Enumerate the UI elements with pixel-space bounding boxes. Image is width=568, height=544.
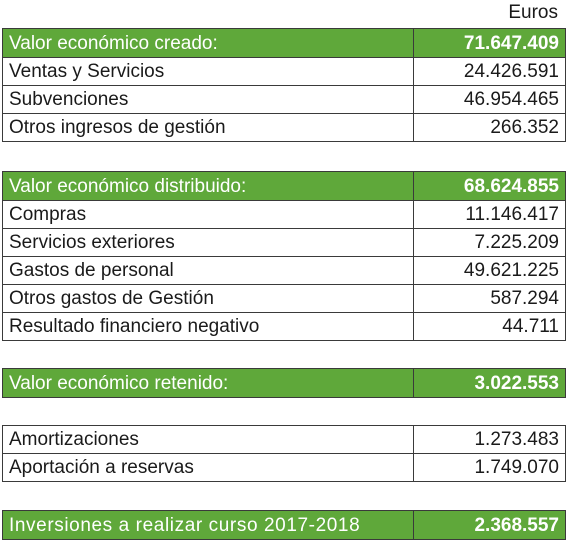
row-label: Otros ingresos de gestión (2, 113, 414, 142)
table-row: Gastos de personal 49.621.225 (2, 256, 566, 285)
section-header-value: 68.624.855 (413, 171, 566, 201)
table-valor-distribuido: Valor económico distribuido: 68.624.855 … (2, 171, 566, 341)
row-value: 44.711 (413, 312, 566, 341)
section-header-row: Inversiones a realizar curso 2017-2018 2… (2, 510, 566, 540)
table-row: Compras 11.146.417 (2, 200, 566, 229)
section-header-label: Valor económico distribuido: (2, 171, 414, 201)
row-label: Gastos de personal (2, 256, 414, 285)
row-label: Servicios exteriores (2, 228, 414, 257)
section-header-row: Valor económico retenido: 3.022.553 (2, 368, 566, 398)
table-row: Subvenciones 46.954.465 (2, 85, 566, 114)
table-valor-creado: Valor económico creado: 71.647.409 Venta… (2, 28, 566, 142)
table-row: Otros gastos de Gestión 587.294 (2, 284, 566, 313)
row-value: 46.954.465 (413, 85, 566, 114)
section-header-row: Valor económico creado: 71.647.409 (2, 28, 566, 58)
row-value: 587.294 (413, 284, 566, 313)
table-valor-retenido: Valor económico retenido: 3.022.553 (2, 368, 566, 398)
section-header-value: 2.368.557 (413, 510, 566, 540)
section-header-label: Valor económico creado: (2, 28, 414, 58)
table-inversiones: Inversiones a realizar curso 2017-2018 2… (2, 510, 566, 540)
section-header-label: Inversiones a realizar curso 2017-2018 (2, 510, 414, 540)
row-label: Resultado financiero negativo (2, 312, 414, 341)
row-value: 1.749.070 (413, 453, 566, 482)
table-row: Amortizaciones 1.273.483 (2, 425, 566, 454)
section-header-value: 3.022.553 (413, 368, 566, 398)
row-value: 7.225.209 (413, 228, 566, 257)
section-header-value: 71.647.409 (413, 28, 566, 58)
row-value: 1.273.483 (413, 425, 566, 454)
table-row: Otros ingresos de gestión 266.352 (2, 113, 566, 142)
section-header-label: Valor económico retenido: (2, 368, 414, 398)
row-label: Compras (2, 200, 414, 229)
section-header-row: Valor económico distribuido: 68.624.855 (2, 171, 566, 201)
row-value: 266.352 (413, 113, 566, 142)
table-row: Ventas y Servicios 24.426.591 (2, 57, 566, 86)
row-value: 49.621.225 (413, 256, 566, 285)
table-row: Resultado financiero negativo 44.711 (2, 312, 566, 341)
table-row: Servicios exteriores 7.225.209 (2, 228, 566, 257)
table-amortizaciones-reservas: Amortizaciones 1.273.483 Aportación a re… (2, 425, 566, 482)
row-label: Ventas y Servicios (2, 57, 414, 86)
unit-label: Euros (508, 2, 558, 23)
row-label: Otros gastos de Gestión (2, 284, 414, 313)
row-label: Subvenciones (2, 85, 414, 114)
table-row: Aportación a reservas 1.749.070 (2, 453, 566, 482)
row-label: Amortizaciones (2, 425, 414, 454)
row-label: Aportación a reservas (2, 453, 414, 482)
row-value: 24.426.591 (413, 57, 566, 86)
row-value: 11.146.417 (413, 200, 566, 229)
